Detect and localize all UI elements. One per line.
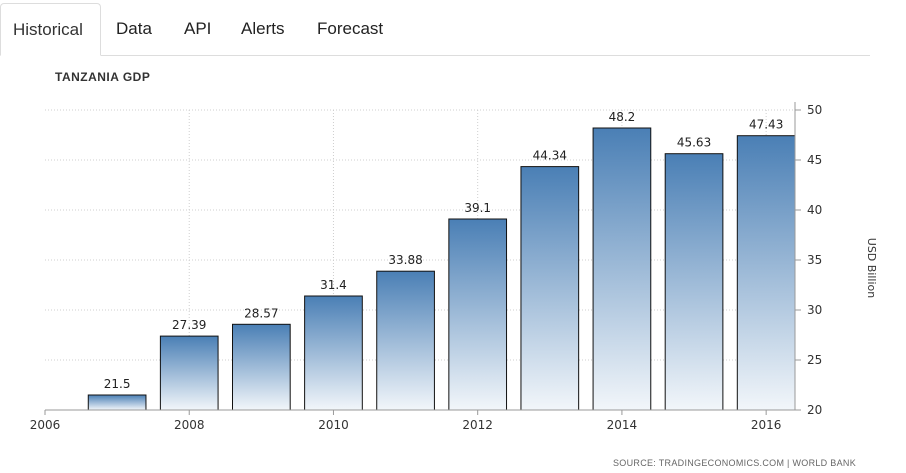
data-label-2013: 44.34 — [533, 149, 567, 163]
tab-forecast[interactable]: Forecast — [317, 19, 384, 38]
bar-2012 — [448, 218, 508, 411]
data-label-2012: 39.1 — [464, 201, 491, 215]
y-axis-label: USD Billion — [865, 238, 878, 299]
data-label-2009: 28.57 — [244, 306, 278, 320]
tab-api[interactable]: API — [184, 19, 212, 38]
tab-historical[interactable]: Historical — [0, 3, 101, 56]
x-tick-label: 2010 — [318, 418, 349, 432]
y-tick-label: 20 — [807, 403, 822, 417]
bars — [87, 127, 796, 411]
y-tick-label: 25 — [807, 353, 822, 367]
bar-2015 — [664, 153, 724, 411]
x-tick-label: 2014 — [607, 418, 638, 432]
bar-2009 — [232, 323, 291, 411]
bar-2010 — [304, 295, 363, 411]
source-credit: SOURCE: TRADINGECONOMICS.COM | WORLD BAN… — [613, 458, 856, 468]
x-tick-label: 2012 — [462, 418, 493, 432]
x-tick-label: 2016 — [751, 418, 782, 432]
data-label-2011: 33.88 — [388, 253, 422, 267]
y-tick-label: 30 — [807, 303, 822, 317]
y-tick-label: 35 — [807, 253, 822, 267]
y-tick-label: 50 — [807, 103, 822, 117]
tab-data[interactable]: Data — [116, 19, 152, 38]
tab-bar: Historical Data API Alerts Forecast — [0, 0, 870, 56]
bar-2007 — [87, 394, 147, 411]
data-label-2008: 27.39 — [172, 318, 206, 332]
bar-2013 — [520, 166, 580, 411]
bar-2011 — [376, 270, 435, 411]
data-label-2007: 21.5 — [104, 377, 131, 391]
bar-2014 — [592, 127, 652, 411]
x-tick-label: 2008 — [174, 418, 205, 432]
y-tick-label: 40 — [807, 203, 822, 217]
chart-title: TANZANIA GDP — [55, 70, 151, 84]
data-label-2010: 31.4 — [320, 278, 347, 292]
data-labels: 21.5 27.39 28.57 31.4 33.88 39.1 44.34 48.2 45.6… — [104, 110, 784, 391]
data-label-2015: 45.63 — [677, 136, 711, 150]
bar-2016 — [736, 135, 796, 411]
data-label-2016: 47.43 — [749, 118, 783, 132]
data-label-2014: 48.2 — [609, 110, 636, 124]
tab-alerts[interactable]: Alerts — [241, 19, 285, 38]
bar-2008 — [159, 335, 219, 411]
x-tick-label: 2006 — [30, 418, 61, 432]
y-tick-label: 45 — [807, 153, 822, 167]
axes: 20 25 30 35 40 45 50 2006 2008 2010 2012 2014 2016 US… — [30, 102, 878, 432]
